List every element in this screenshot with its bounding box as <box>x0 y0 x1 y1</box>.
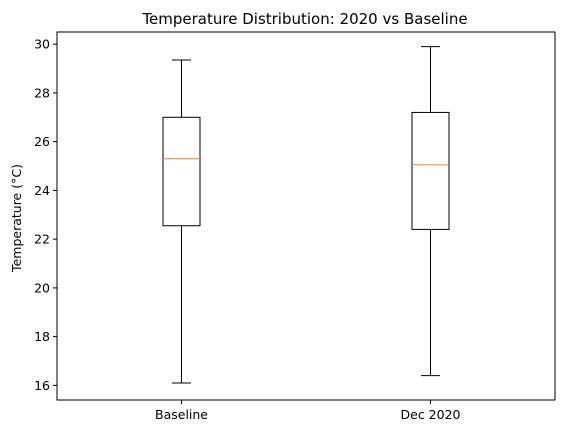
y-tick-label: 16 <box>34 378 50 393</box>
y-tick-label: 28 <box>34 85 50 100</box>
y-tick-label: 20 <box>34 280 50 295</box>
plot-area: 16 18 20 22 24 26 28 30 Baseline Dec 2020 <box>34 31 556 422</box>
x-tick-label: Baseline <box>155 407 208 422</box>
box-iqr <box>411 111 450 230</box>
y-tick-label: 26 <box>34 134 50 149</box>
chart-title: Temperature Distribution: 2020 vs Baseli… <box>141 10 467 28</box>
box-iqr <box>162 116 201 227</box>
axes-frame <box>56 31 556 401</box>
y-tick-label: 22 <box>34 232 50 247</box>
y-axis-title: Temperature (°C) <box>9 164 24 273</box>
y-tick-label: 24 <box>34 183 50 198</box>
x-tick-label: Dec 2020 <box>401 407 461 422</box>
y-tick-label: 30 <box>34 37 50 52</box>
y-tick-label: 18 <box>34 329 50 344</box>
